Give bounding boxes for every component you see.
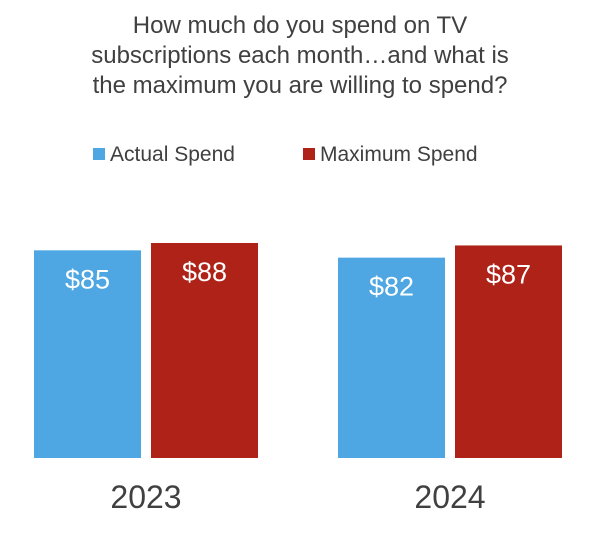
- bar-labels: $85 $88 $82 $87: [65, 257, 531, 302]
- data-label-maximum-spend-2024: $87: [486, 259, 531, 289]
- data-label-actual-spend-2024: $82: [369, 272, 414, 302]
- legend-label-actual-spend: Actual Spend: [110, 143, 235, 166]
- data-label-maximum-spend-2023: $88: [182, 257, 227, 287]
- legend-label-maximum-spend: Maximum Spend: [320, 143, 478, 166]
- legend-swatch-maximum-spend: [303, 148, 315, 160]
- legend: Actual Spend Maximum Spend: [93, 143, 478, 166]
- bar-actual-spend-2024: [338, 257, 445, 458]
- title-line-3: the maximum you are willing to spend?: [93, 72, 508, 99]
- category-labels: 2023 2024: [110, 479, 485, 515]
- data-label-actual-spend-2023: $85: [65, 264, 110, 294]
- bar-maximum-spend-2023: [151, 243, 258, 458]
- legend-swatch-actual-spend: [93, 148, 105, 160]
- bars: [34, 243, 562, 458]
- bar-maximum-spend-2024: [455, 245, 562, 458]
- bar-actual-spend-2023: [34, 250, 141, 458]
- title-line-1: How much do you spend on TV: [133, 12, 467, 39]
- chart-title: How much do you spend on TV subscription…: [91, 12, 509, 99]
- title-line-2: subscriptions each month…and what is: [91, 42, 509, 69]
- category-label-2023: 2023: [110, 479, 181, 515]
- category-label-2024: 2024: [414, 479, 485, 515]
